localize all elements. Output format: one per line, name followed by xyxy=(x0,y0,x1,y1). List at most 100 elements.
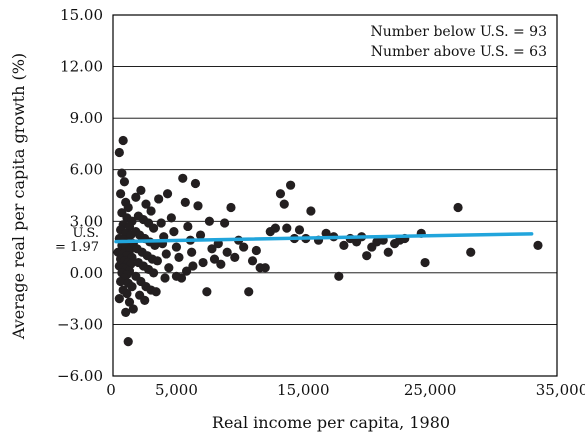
data-point xyxy=(123,202,133,213)
data-point xyxy=(121,307,131,317)
data-point xyxy=(154,194,164,204)
x-tick-label: 15,000 xyxy=(277,381,330,399)
data-point xyxy=(533,240,543,250)
data-point xyxy=(321,228,331,238)
y-tick-label: 9.00 xyxy=(70,109,103,127)
data-point xyxy=(244,287,254,297)
data-point xyxy=(383,247,393,257)
y-tick-label: 3.00 xyxy=(70,212,103,230)
us-label-line2: = 1.97 xyxy=(55,240,99,255)
data-point xyxy=(181,266,192,276)
data-point xyxy=(127,282,137,292)
data-point xyxy=(151,287,161,297)
data-point xyxy=(188,261,198,271)
data-point xyxy=(122,288,132,299)
data-point xyxy=(146,206,156,216)
data-point xyxy=(150,240,160,250)
data-point xyxy=(114,294,124,304)
data-point xyxy=(294,225,305,235)
data-point xyxy=(178,173,188,183)
y-tick-label: 15.00 xyxy=(60,6,103,24)
data-point xyxy=(164,263,174,273)
annotation-number-below: Number below U.S. = 93 xyxy=(371,24,547,40)
x-tick-label: 35,000 xyxy=(536,381,585,399)
data-point xyxy=(148,268,159,278)
data-point xyxy=(171,271,182,281)
data-point xyxy=(222,247,232,257)
data-point xyxy=(466,247,476,257)
data-point xyxy=(207,244,217,254)
data-point xyxy=(117,168,127,178)
data-point xyxy=(131,192,141,202)
y-tick-label: 0.00 xyxy=(70,264,103,282)
data-point xyxy=(183,221,193,232)
us-reference-line xyxy=(114,232,534,244)
data-point xyxy=(239,242,249,252)
data-point xyxy=(362,251,372,261)
annotation-number-above: Number above U.S. = 63 xyxy=(371,44,547,60)
data-point xyxy=(270,223,280,233)
y-axis-title: Average real per capita growth (%) xyxy=(9,53,28,340)
data-point xyxy=(204,216,215,226)
data-point xyxy=(180,197,190,207)
data-point xyxy=(279,199,289,209)
grid-lines xyxy=(113,14,557,377)
data-point xyxy=(174,252,184,262)
data-point xyxy=(162,189,173,199)
data-point xyxy=(123,337,133,347)
data-point xyxy=(148,223,159,233)
x-tick-labels: 0 5,000 15,000 25,000 35,000 xyxy=(106,381,585,399)
data-point xyxy=(275,189,286,199)
data-point xyxy=(334,271,344,281)
data-point xyxy=(216,259,226,269)
x-tick-label: 0 xyxy=(106,381,116,399)
data-point xyxy=(202,287,212,297)
data-point xyxy=(420,257,430,268)
data-point xyxy=(230,252,240,262)
data-point xyxy=(114,147,124,158)
data-point xyxy=(169,227,179,237)
y-tick-labels: 15.00 12.00 9.00 6.00 3.00 0.00 −3.00 −6.00 xyxy=(57,6,103,385)
data-point xyxy=(124,297,135,307)
x-tick-label: 5,000 xyxy=(155,381,198,399)
x-axis-title: Real income per capita, 1980 xyxy=(212,413,450,432)
data-point xyxy=(260,263,270,273)
plot-frame xyxy=(112,14,558,377)
data-point xyxy=(187,247,197,257)
data-point xyxy=(119,177,130,187)
data-point xyxy=(306,206,316,216)
data-point xyxy=(140,295,150,305)
data-point xyxy=(453,202,463,213)
y-tick-label: −3.00 xyxy=(57,315,103,333)
data-point xyxy=(209,254,220,264)
data-point xyxy=(247,256,258,266)
data-point xyxy=(198,257,208,268)
data-point xyxy=(226,202,236,213)
data-point xyxy=(339,240,349,250)
data-point xyxy=(190,178,201,189)
data-point xyxy=(220,218,230,228)
data-point xyxy=(286,180,296,190)
y-tick-label: 6.00 xyxy=(70,161,103,179)
data-point xyxy=(171,242,182,252)
data-point xyxy=(118,135,128,146)
data-point xyxy=(193,201,203,211)
data-point xyxy=(124,221,135,232)
data-point xyxy=(116,189,126,199)
data-point xyxy=(136,185,146,195)
y-tick-label: 12.00 xyxy=(60,58,103,76)
x-tick-label: 25,000 xyxy=(404,381,457,399)
us-label-line1: U.S. xyxy=(73,226,99,241)
data-point xyxy=(152,256,162,266)
data-point xyxy=(156,218,166,228)
data-point xyxy=(116,276,126,287)
data-point xyxy=(160,273,170,283)
data-point xyxy=(282,223,292,233)
y-tick-label: −6.00 xyxy=(57,367,103,385)
data-point xyxy=(128,304,138,314)
data-point xyxy=(195,230,206,240)
data-point xyxy=(141,199,151,209)
data-point xyxy=(251,245,261,256)
data-point xyxy=(161,249,171,259)
